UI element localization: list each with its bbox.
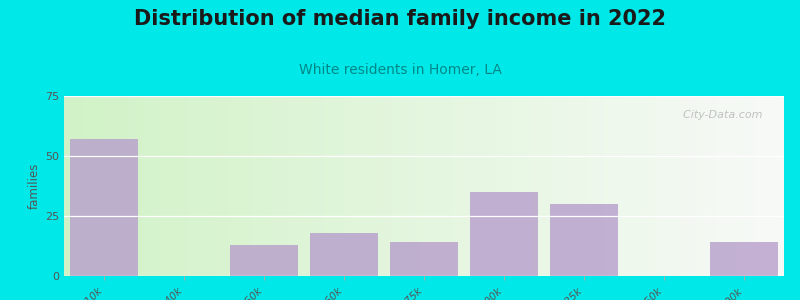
Bar: [230, 245, 298, 276]
Bar: [310, 233, 378, 276]
Bar: [390, 242, 458, 276]
Bar: [470, 192, 538, 276]
Text: Distribution of median family income in 2022: Distribution of median family income in …: [134, 9, 666, 29]
Y-axis label: families: families: [28, 163, 41, 209]
Bar: [550, 204, 618, 276]
Bar: [710, 242, 778, 276]
Text: White residents in Homer, LA: White residents in Homer, LA: [298, 63, 502, 77]
Text: City-Data.com: City-Data.com: [676, 110, 762, 120]
Bar: [70, 139, 138, 276]
